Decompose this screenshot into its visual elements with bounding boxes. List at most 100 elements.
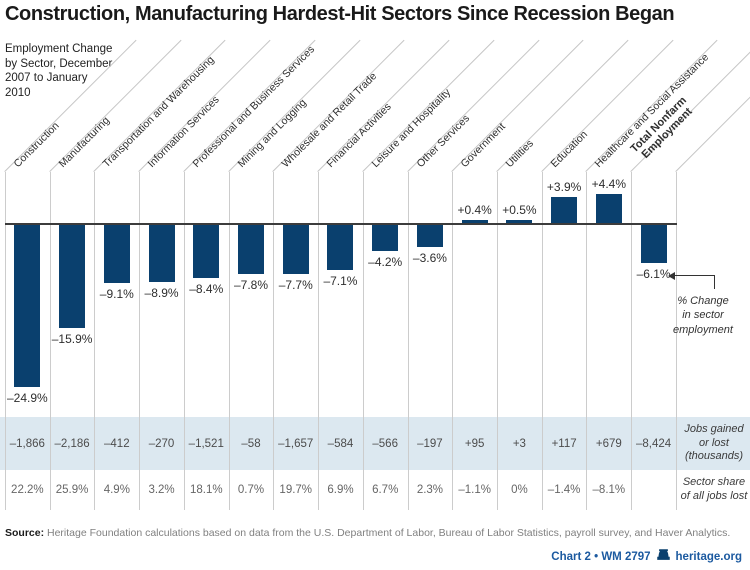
- annotation-arrow-line: [674, 275, 714, 276]
- bar: [551, 197, 578, 223]
- jobs-row-label: Jobs gained or lost (thousands): [684, 422, 744, 463]
- jobs-cell: –197: [417, 437, 443, 450]
- column-gridline: [183, 172, 185, 510]
- bar-value-label: –7.1%: [323, 274, 358, 288]
- bar-value-label: –9.1%: [99, 287, 134, 301]
- bar: [595, 194, 622, 223]
- category-label: Construction: [11, 119, 62, 170]
- jobs-cell: –1,657: [278, 437, 314, 450]
- bar-value-label: +3.9%: [546, 180, 582, 194]
- share-cell: 19.7%: [279, 484, 313, 496]
- bar-value-label: –3.6%: [412, 251, 447, 265]
- share-cell: 2.3%: [416, 484, 444, 496]
- chart-subtitle: Employment Change by Sector, December 20…: [5, 43, 113, 100]
- share-cell: 6.9%: [327, 484, 354, 496]
- chart-title: Construction, Manufacturing Hardest-Hit …: [5, 3, 675, 25]
- jobs-cell: –2,186: [54, 437, 90, 450]
- jobs-cell: +679: [595, 437, 622, 450]
- column-gridline: [362, 172, 364, 510]
- jobs-cell: –566: [372, 437, 398, 450]
- share-cell: –1.1%: [458, 484, 491, 496]
- bar-value-label: –8.9%: [144, 286, 179, 300]
- share-cell: –1.4%: [547, 484, 581, 496]
- bar: [193, 223, 220, 278]
- share-cell: 22.2%: [11, 484, 44, 496]
- bar-value-label: +4.4%: [591, 177, 627, 191]
- bar-value-label: –7.7%: [278, 278, 313, 292]
- share-cell: 25.9%: [55, 484, 89, 496]
- bar-value-label: –8.4%: [189, 282, 224, 296]
- jobs-cell: –412: [104, 437, 130, 450]
- bar-value-label: –24.9%: [7, 391, 48, 405]
- column-gridline: [94, 172, 96, 510]
- annotation-arrow-stub: [714, 275, 715, 289]
- column-gridline: [49, 172, 51, 510]
- column-gridline: [497, 172, 499, 510]
- jobs-cell: –270: [148, 437, 175, 450]
- column-gridline: [407, 172, 409, 510]
- jobs-cell: –1,521: [188, 437, 224, 450]
- pct-change-callout: % Change in sector employment: [673, 295, 733, 336]
- source-note: Source: Heritage Foundation calculations…: [5, 527, 745, 539]
- bar-value-label: –6.1%: [636, 267, 671, 281]
- bar: [506, 220, 533, 223]
- column-gridline: [452, 172, 454, 510]
- category-label: Utilities: [503, 137, 536, 170]
- bar: [14, 223, 41, 387]
- bar: [59, 223, 86, 328]
- share-cell: 0%: [511, 484, 528, 496]
- share-cell: 4.9%: [103, 484, 130, 496]
- chart-body: Jobs gained or lost (thousands) Sector s…: [0, 172, 750, 510]
- bar-value-label: +0.4%: [457, 203, 492, 217]
- jobs-cell: +3: [512, 437, 526, 450]
- column-gridline: [586, 172, 588, 510]
- share-cell: 6.7%: [372, 484, 399, 496]
- column-gridline: [228, 172, 230, 510]
- share-cell: 3.2%: [148, 484, 175, 496]
- share-cell: 0.7%: [237, 484, 265, 496]
- share-cell: [631, 470, 676, 510]
- column-gridline: [273, 172, 275, 510]
- bar: [238, 223, 264, 274]
- footer-ref: Chart 2 • WM 2797: [551, 551, 651, 563]
- bar: [103, 223, 130, 283]
- jobs-cell: –584: [327, 437, 354, 450]
- share-cell: 18.1%: [189, 484, 223, 496]
- bar: [416, 223, 443, 247]
- category-label-area: Construction Manufacturing Transportation …: [0, 39, 750, 173]
- liberty-bell-icon: [656, 549, 671, 565]
- jobs-cell: –1,866: [9, 437, 45, 450]
- bar-value-label: –7.8%: [233, 278, 269, 292]
- column-gridline: [675, 172, 677, 510]
- bar: [148, 223, 175, 282]
- bar: [461, 220, 488, 223]
- zero-axis-line: [5, 223, 677, 225]
- bar: [282, 223, 309, 274]
- column-gridline: [318, 172, 320, 510]
- share-cell: –8.1%: [592, 484, 626, 496]
- bar: [640, 223, 667, 263]
- bar-value-label: –4.2%: [368, 255, 403, 269]
- source-text: Heritage Foundation calculations based o…: [44, 527, 731, 539]
- bar: [372, 223, 399, 251]
- footer: Chart 2 • WM 2797 heritage.org: [551, 549, 742, 565]
- column-gridline: [139, 172, 141, 510]
- column-gridline: [631, 172, 633, 510]
- column-gridline: [5, 172, 6, 510]
- jobs-cell: –8,424: [635, 437, 672, 450]
- annotation-arrowhead: [668, 272, 675, 280]
- share-row-label: Sector share of all jobs lost: [680, 476, 748, 502]
- bar-value-label: +0.5%: [502, 203, 537, 217]
- category-label: Education: [548, 128, 590, 170]
- source-label: Source:: [5, 527, 45, 539]
- footer-site: heritage.org: [675, 551, 742, 563]
- jobs-cell: +95: [464, 437, 485, 450]
- bar-value-label: –15.9%: [51, 332, 93, 346]
- category-label: Government: [458, 120, 509, 170]
- jobs-row-band: [0, 417, 750, 470]
- jobs-cell: +117: [551, 437, 577, 450]
- bar: [327, 223, 354, 270]
- category-label: Leisure and Hospitality: [369, 86, 453, 170]
- column-gridline: [541, 172, 543, 510]
- jobs-cell: –58: [241, 437, 261, 450]
